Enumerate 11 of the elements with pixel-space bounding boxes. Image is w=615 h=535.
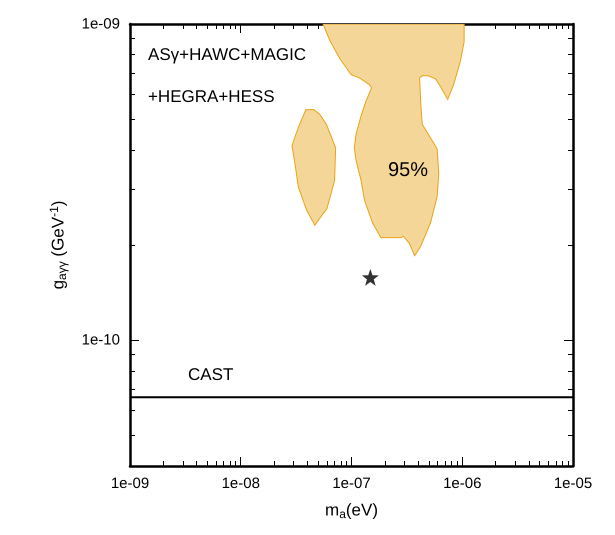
- annotation: +HEGRA+HESS: [148, 87, 275, 106]
- ref-line-label: CAST: [188, 365, 234, 384]
- x-tick-label: 1e-09: [110, 475, 150, 492]
- x-tick-label: 1e-08: [222, 475, 260, 492]
- x-tick-label: 1e-07: [332, 475, 371, 492]
- x-tick-label: 1e-05: [554, 475, 592, 492]
- annotation: ASγ+HAWC+MAGIC: [148, 45, 306, 64]
- y-axis-title: gaγγ (GeV-1): [47, 200, 69, 290]
- annotation: 95%: [388, 159, 428, 181]
- x-tick-label: 1e-06: [443, 475, 482, 492]
- y-tick-label: 1e-10: [82, 332, 120, 349]
